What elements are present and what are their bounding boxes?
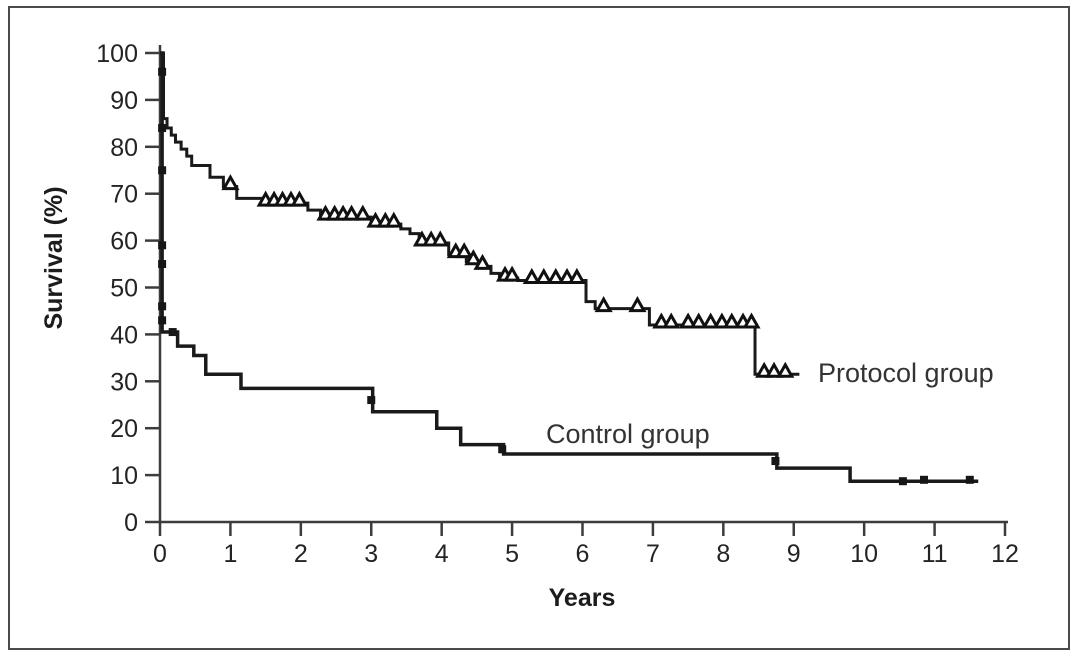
censor-mark-square — [158, 260, 167, 269]
x-tick-label: 1 — [223, 540, 237, 568]
censor-mark-square — [965, 475, 974, 484]
censor-mark-triangle — [652, 312, 671, 329]
x-tick-label: 7 — [646, 540, 660, 568]
y-tick-label: 60 — [110, 228, 138, 256]
censor-mark-square — [920, 475, 929, 484]
y-tick-label: 50 — [110, 275, 138, 303]
x-tick-label: 2 — [294, 540, 308, 568]
censor-mark-triangle — [701, 312, 720, 329]
y-axis-title: Survival (%) — [40, 186, 68, 329]
censor-mark-triangle — [221, 174, 240, 191]
censor-mark-square — [158, 241, 167, 250]
censor-mark-square — [158, 302, 167, 311]
y-tick-label: 80 — [110, 134, 138, 162]
censor-mark-triangle — [764, 361, 784, 378]
y-tick-label: 0 — [124, 509, 138, 537]
x-tick-label: 3 — [364, 540, 378, 568]
x-tick-label: 0 — [153, 540, 167, 568]
censor-mark-triangle — [679, 312, 698, 329]
censor-mark-triangle — [366, 211, 385, 228]
censor-mark-triangle — [353, 204, 372, 221]
y-tick-label: 70 — [110, 181, 138, 209]
censor-mark-square — [168, 328, 177, 337]
censor-mark-square — [158, 166, 167, 175]
censor-mark-triangle — [742, 312, 761, 329]
y-tick-label: 100 — [96, 40, 138, 68]
x-tick-label: 5 — [505, 540, 519, 568]
censor-mark-square — [158, 124, 167, 133]
censor-mark-triangle — [776, 361, 795, 378]
censor-mark-triangle — [567, 267, 586, 284]
survival-curve-control — [160, 51, 979, 483]
x-tick-label: 11 — [922, 540, 948, 568]
x-tick-label: 6 — [576, 540, 590, 568]
censor-mark-triangle — [431, 230, 450, 247]
x-tick-label: 10 — [850, 540, 878, 568]
censor-mark-triangle — [712, 312, 731, 329]
censor-mark-triangle — [662, 312, 681, 329]
y-tick-label: 40 — [110, 321, 138, 349]
censor-mark-square — [158, 316, 167, 325]
y-tick-label: 90 — [110, 87, 138, 115]
censor-mark-square — [367, 396, 376, 405]
censor-mark-triangle — [722, 312, 741, 329]
censor-mark-square — [898, 477, 907, 486]
series-label-protocol-group: Protocol group — [818, 358, 994, 388]
censor-mark-triangle — [689, 312, 708, 329]
censor-mark-triangle — [464, 249, 483, 266]
censor-mark-triangle — [290, 190, 309, 207]
x-tick-label: 8 — [716, 540, 730, 568]
censor-mark-triangle — [534, 267, 553, 284]
x-axis-title: Years — [549, 584, 616, 612]
x-tick-label: 9 — [787, 540, 801, 568]
censor-mark-triangle — [557, 267, 577, 284]
censor-mark-triangle — [342, 204, 361, 221]
x-tick-label: 4 — [435, 540, 449, 568]
y-tick-label: 10 — [110, 462, 138, 490]
y-tick-label: 20 — [110, 415, 138, 443]
censor-mark-triangle — [628, 296, 647, 313]
censor-mark-triangle — [546, 267, 565, 284]
censor-mark-square — [771, 457, 780, 466]
censor-mark-triangle — [455, 242, 474, 259]
x-tick-label: 12 — [991, 540, 1019, 568]
y-tick-label: 30 — [110, 368, 138, 396]
censor-mark-square — [498, 445, 507, 454]
censor-mark-triangle — [503, 265, 522, 282]
censor-mark-triangle — [755, 361, 774, 378]
series-label-control-group: Control group — [546, 419, 710, 449]
censor-mark-triangle — [473, 253, 492, 270]
censor-mark-triangle — [594, 296, 613, 313]
censor-mark-square — [158, 67, 167, 76]
censor-mark-triangle — [384, 211, 403, 228]
censor-mark-triangle — [522, 267, 541, 284]
